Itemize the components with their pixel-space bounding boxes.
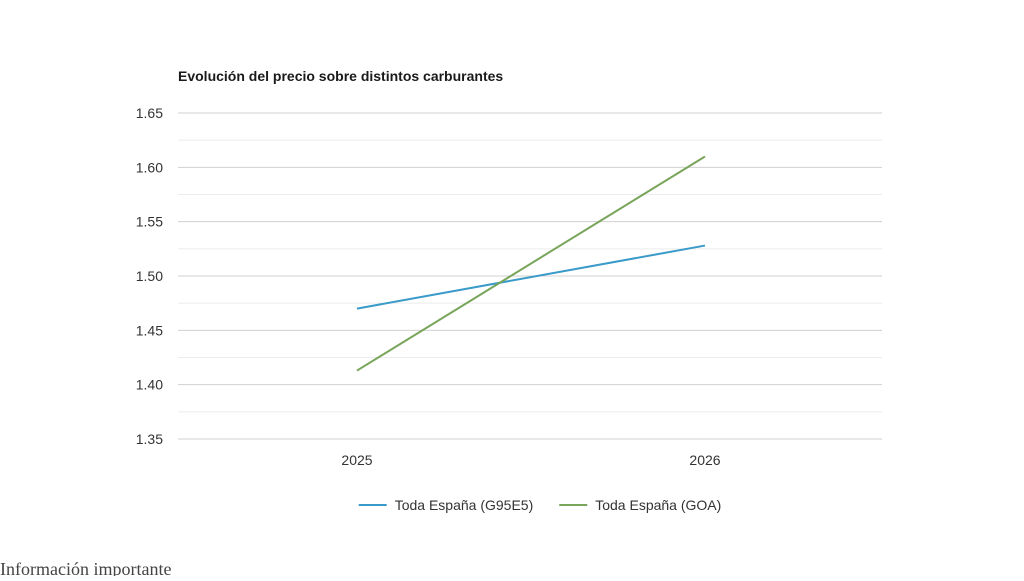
y-tick-label: 1.55 (136, 214, 163, 230)
y-tick-label: 1.50 (136, 268, 163, 284)
x-axis-ticks: 2025 2026 (341, 452, 720, 468)
footer-text-fragment: Información importante (0, 560, 172, 576)
y-axis-ticks: 1.35 1.40 1.45 1.50 1.55 1.60 1.65 (136, 105, 163, 447)
y-tick-label: 1.45 (136, 322, 163, 338)
series-line-0 (356, 244, 706, 310)
series-line-1 (356, 155, 706, 372)
legend-label: Toda España (G95E5) (395, 497, 534, 513)
grid-lines (178, 112, 882, 440)
legend-item[interactable]: Toda España (GOA) (559, 497, 721, 513)
y-tick-label: 1.60 (136, 159, 163, 175)
y-tick-label: 1.40 (136, 377, 163, 393)
y-tick-label: 1.35 (136, 431, 163, 447)
x-tick-label: 2025 (341, 452, 372, 468)
legend-item[interactable]: Toda España (G95E5) (358, 497, 534, 513)
legend: Toda España (G95E5) Toda España (GOA) (358, 497, 721, 513)
legend-label: Toda España (GOA) (595, 497, 721, 513)
chart-title: Evolución del precio sobre distintos car… (178, 68, 503, 84)
series-lines (356, 155, 706, 372)
y-tick-label: 1.65 (136, 105, 163, 121)
x-tick-label: 2026 (689, 452, 720, 468)
